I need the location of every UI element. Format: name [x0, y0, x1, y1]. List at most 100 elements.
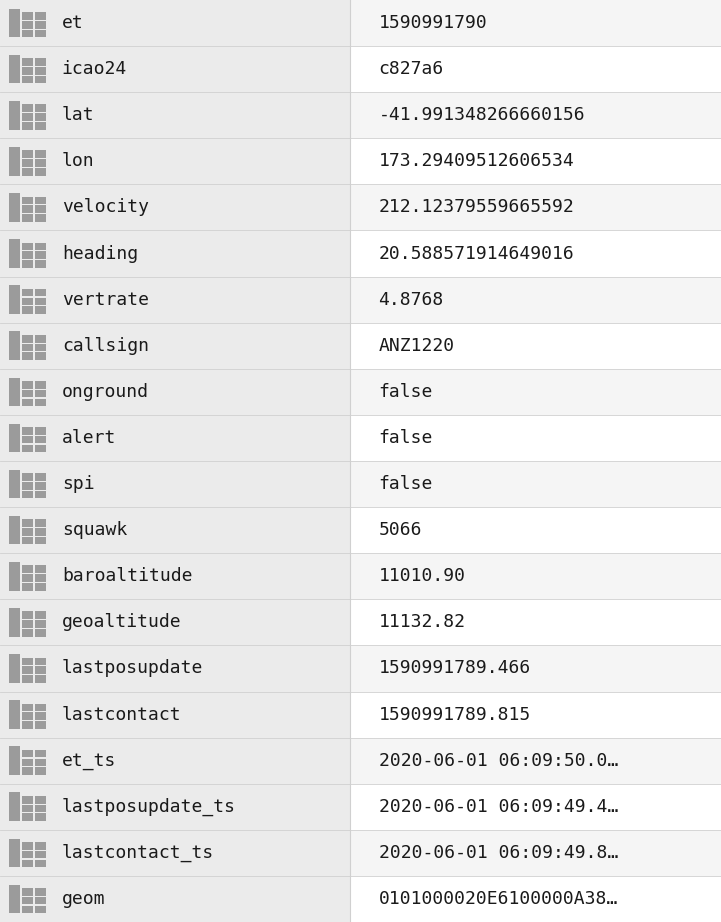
Bar — [0, 415, 350, 461]
Text: callsign: callsign — [62, 337, 149, 355]
Bar — [22, 574, 33, 582]
Bar — [22, 427, 33, 434]
Bar — [35, 298, 46, 305]
Bar — [350, 369, 721, 415]
Text: 4.8768: 4.8768 — [379, 290, 443, 309]
Bar — [22, 813, 33, 822]
Bar — [22, 352, 33, 361]
Bar — [35, 703, 46, 711]
Bar — [35, 621, 46, 628]
Text: lastcontact_ts: lastcontact_ts — [62, 844, 214, 862]
Text: 2020-06-01 06:09:49.8…: 2020-06-01 06:09:49.8… — [379, 844, 618, 862]
Bar — [35, 30, 46, 38]
Bar — [35, 260, 46, 267]
Bar — [22, 796, 33, 803]
Bar — [22, 805, 33, 812]
Bar — [35, 859, 46, 868]
Bar — [350, 599, 721, 645]
Bar — [350, 46, 721, 92]
Bar — [22, 629, 33, 637]
Text: geom: geom — [62, 890, 105, 908]
Bar — [0, 738, 350, 784]
Bar — [9, 240, 20, 267]
Bar — [35, 851, 46, 858]
Bar — [22, 30, 33, 38]
Bar — [0, 645, 350, 692]
Bar — [22, 519, 33, 526]
Bar — [9, 332, 20, 361]
Text: icao24: icao24 — [62, 60, 127, 78]
Bar — [35, 537, 46, 544]
Bar — [22, 390, 33, 397]
Bar — [22, 842, 33, 849]
Bar — [9, 793, 20, 822]
Bar — [35, 58, 46, 65]
Bar — [35, 611, 46, 619]
Bar — [35, 657, 46, 665]
Bar — [35, 306, 46, 313]
Text: lat: lat — [62, 106, 94, 124]
Bar — [35, 444, 46, 452]
Text: 11010.90: 11010.90 — [379, 567, 466, 585]
Text: -41.991348266660156: -41.991348266660156 — [379, 106, 585, 124]
Bar — [350, 323, 721, 369]
Bar — [22, 482, 33, 490]
Text: vertrate: vertrate — [62, 290, 149, 309]
Bar — [35, 122, 46, 129]
Bar — [35, 897, 46, 904]
Bar — [350, 507, 721, 553]
Bar — [22, 21, 33, 29]
Bar — [350, 738, 721, 784]
Bar — [22, 611, 33, 619]
Text: 0101000020E6100000A38…: 0101000020E6100000A38… — [379, 890, 618, 908]
Bar — [0, 138, 350, 184]
Bar — [35, 767, 46, 774]
Bar — [22, 335, 33, 342]
Bar — [22, 528, 33, 536]
Bar — [22, 76, 33, 83]
Bar — [0, 184, 350, 230]
Bar — [35, 67, 46, 75]
Text: 1590991790: 1590991790 — [379, 14, 487, 32]
Bar — [9, 470, 20, 499]
Bar — [22, 759, 33, 766]
Bar — [35, 574, 46, 582]
Bar — [35, 813, 46, 822]
Bar — [35, 242, 46, 250]
Bar — [22, 398, 33, 406]
Bar — [35, 583, 46, 591]
Bar — [9, 562, 20, 591]
Bar — [22, 583, 33, 591]
Bar — [0, 0, 350, 46]
Bar — [35, 206, 46, 213]
Bar — [22, 703, 33, 711]
Bar — [9, 516, 20, 544]
Bar — [35, 113, 46, 121]
Bar — [22, 206, 33, 213]
Bar — [22, 242, 33, 250]
Bar — [35, 289, 46, 296]
Bar — [9, 609, 20, 637]
Bar — [22, 675, 33, 682]
Bar — [35, 335, 46, 342]
Bar — [0, 369, 350, 415]
Bar — [35, 390, 46, 397]
Bar — [9, 655, 20, 682]
Bar — [35, 721, 46, 728]
Bar — [35, 713, 46, 720]
Bar — [35, 160, 46, 167]
Bar — [22, 113, 33, 121]
Bar — [22, 289, 33, 296]
Bar — [9, 701, 20, 728]
Bar — [9, 839, 20, 868]
Bar — [22, 888, 33, 895]
Bar — [9, 55, 20, 83]
Bar — [350, 692, 721, 738]
Bar — [22, 168, 33, 175]
Bar — [35, 104, 46, 112]
Bar — [350, 138, 721, 184]
Bar — [35, 352, 46, 361]
Bar — [22, 252, 33, 259]
Bar — [35, 12, 46, 19]
Bar — [22, 905, 33, 913]
